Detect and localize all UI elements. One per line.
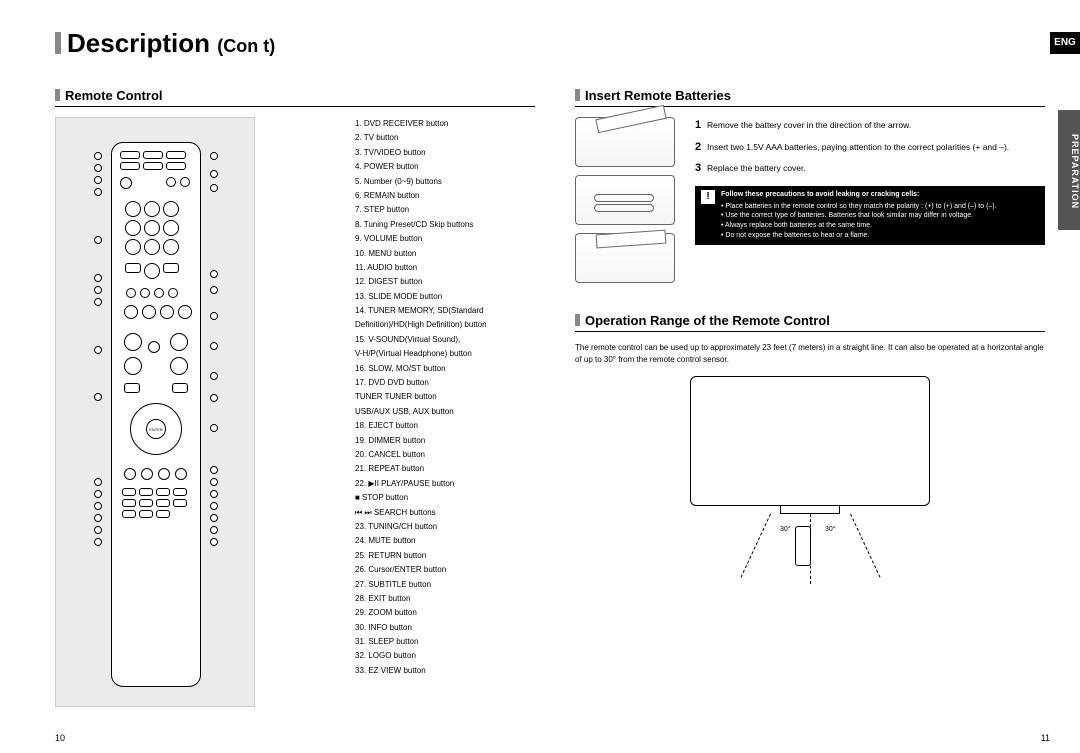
caution-icon: !	[701, 190, 715, 204]
remote-legend-item: 18. EJECT button	[355, 419, 535, 433]
remote-legend-item: TUNER TUNER button	[355, 390, 535, 404]
page-number-left: 10	[55, 733, 65, 743]
remote-legend-item: 10. MENU button	[355, 247, 535, 261]
insert-batteries-heading: Insert Remote Batteries	[575, 88, 1045, 107]
battery-fig-2	[575, 175, 675, 225]
caution-line-4: • Do not expose the batteries to heat or…	[721, 231, 997, 241]
battery-steps: 1Remove the battery cover in the directi…	[695, 117, 1045, 283]
remote-legend-item: 28. EXIT button	[355, 592, 535, 606]
remote-legend-item: 16. SLOW, MO/ST button	[355, 362, 535, 376]
remote-legend-item: 30. INFO button	[355, 621, 535, 635]
remote-legend-item: 23. TUNING/CH button	[355, 520, 535, 534]
remote-legend-item: Definition)/HD(High Definition) button	[355, 318, 535, 332]
page-number-right: 11	[1041, 733, 1050, 743]
remote-legend-item: 21. REPEAT button	[355, 462, 535, 476]
remote-legend-item: 14. TUNER MEMORY, SD(Standard	[355, 304, 535, 318]
caution-title: Follow these precautions to avoid leakin…	[721, 190, 997, 200]
remote-legend-item: 4. POWER button	[355, 160, 535, 174]
insert-batteries-heading-text: Insert Remote Batteries	[585, 88, 731, 103]
remote-diagram-panel: ENTER	[55, 117, 255, 707]
battery-instructions-row: 1Remove the battery cover in the directi…	[575, 117, 1045, 283]
language-badge: ENG	[1050, 32, 1080, 54]
remote-legend-item: ■ STOP button	[355, 491, 535, 505]
section-tab-preparation: PREPARATION	[1058, 110, 1080, 230]
remote-legend-item: 27. SUBTITLE button	[355, 578, 535, 592]
title-main: Description	[67, 28, 210, 58]
remote-legend-item: 12. DIGEST button	[355, 275, 535, 289]
remote-legend-item: ⏮ ⏭ SEARCH buttons	[355, 506, 535, 520]
remote-legend-item: 22. ▶II PLAY/PAUSE button	[355, 477, 535, 491]
remote-legend-item: 25. RETURN button	[355, 549, 535, 563]
battery-fig-1	[575, 117, 675, 167]
remote-legend-item: 5. Number (0~9) buttons	[355, 175, 535, 189]
remote-control-heading-text: Remote Control	[65, 88, 163, 103]
remote-legend-item: 1. DVD RECEIVER button	[355, 117, 535, 131]
remote-outline: ENTER	[111, 142, 201, 687]
caution-line-3: • Always replace both batteries at the s…	[721, 221, 997, 231]
remote-legend-item: 20. CANCEL button	[355, 448, 535, 462]
remote-button-legend: 1. DVD RECEIVER button2. TV button3. TV/…	[355, 117, 535, 678]
remote-legend-item: 33. EZ VIEW button	[355, 664, 535, 678]
remote-legend-item: 13. SLIDE MODE button	[355, 290, 535, 304]
caution-line-2: • Use the correct type of batteries. Bat…	[721, 211, 997, 221]
remote-legend-item: 19. DIMMER button	[355, 434, 535, 448]
operation-range-heading-text: Operation Range of the Remote Control	[585, 313, 830, 328]
operation-range-text: The remote control can be used up to app…	[575, 342, 1045, 366]
remote-legend-item: 11. AUDIO button	[355, 261, 535, 275]
remote-legend-item: 31. SLEEP button	[355, 635, 535, 649]
battery-figures	[575, 117, 685, 283]
page-title: Description (Con t)	[55, 28, 275, 59]
remote-legend-item: 15. V-SOUND(Virtual Sound),	[355, 333, 535, 347]
operation-range-figure: 30° 30°	[660, 376, 960, 566]
remote-legend-item: 24. MUTE button	[355, 534, 535, 548]
title-sub: (Con t)	[217, 36, 275, 56]
remote-legend-item: 32. LOGO button	[355, 649, 535, 663]
caution-line-1: • Place batteries in the remote control …	[721, 202, 997, 212]
battery-fig-3	[575, 233, 675, 283]
remote-control-heading: Remote Control	[55, 88, 535, 107]
battery-step-2: 2Insert two 1.5V AAA batteries, paying a…	[695, 139, 1045, 157]
operation-range-heading: Operation Range of the Remote Control	[575, 313, 1045, 332]
battery-caution-box: ! Follow these precautions to avoid leak…	[695, 186, 1045, 245]
battery-step-3: 3Replace the battery cover.	[695, 160, 1045, 178]
remote-legend-item: 6. REMAIN button	[355, 189, 535, 203]
remote-control-column: Remote Control	[55, 88, 535, 707]
remote-legend-item: 17. DVD DVD button	[355, 376, 535, 390]
remote-legend-item: 8. Tuning Preset/CD Skip buttons	[355, 218, 535, 232]
remote-legend-item: 9. VOLUME button	[355, 232, 535, 246]
remote-legend-item: 3. TV/VIDEO button	[355, 146, 535, 160]
remote-legend-item: 2. TV button	[355, 131, 535, 145]
remote-legend-item: V-H/P(Virtual Headphone) button	[355, 347, 535, 361]
right-column: Insert Remote Batteries 1Remove the batt…	[575, 88, 1045, 566]
battery-step-1: 1Remove the battery cover in the directi…	[695, 117, 1045, 135]
remote-legend-item: 7. STEP button	[355, 203, 535, 217]
remote-legend-item: 29. ZOOM button	[355, 606, 535, 620]
remote-legend-item: 26. Cursor/ENTER button	[355, 563, 535, 577]
remote-legend-item: USB/AUX USB, AUX button	[355, 405, 535, 419]
